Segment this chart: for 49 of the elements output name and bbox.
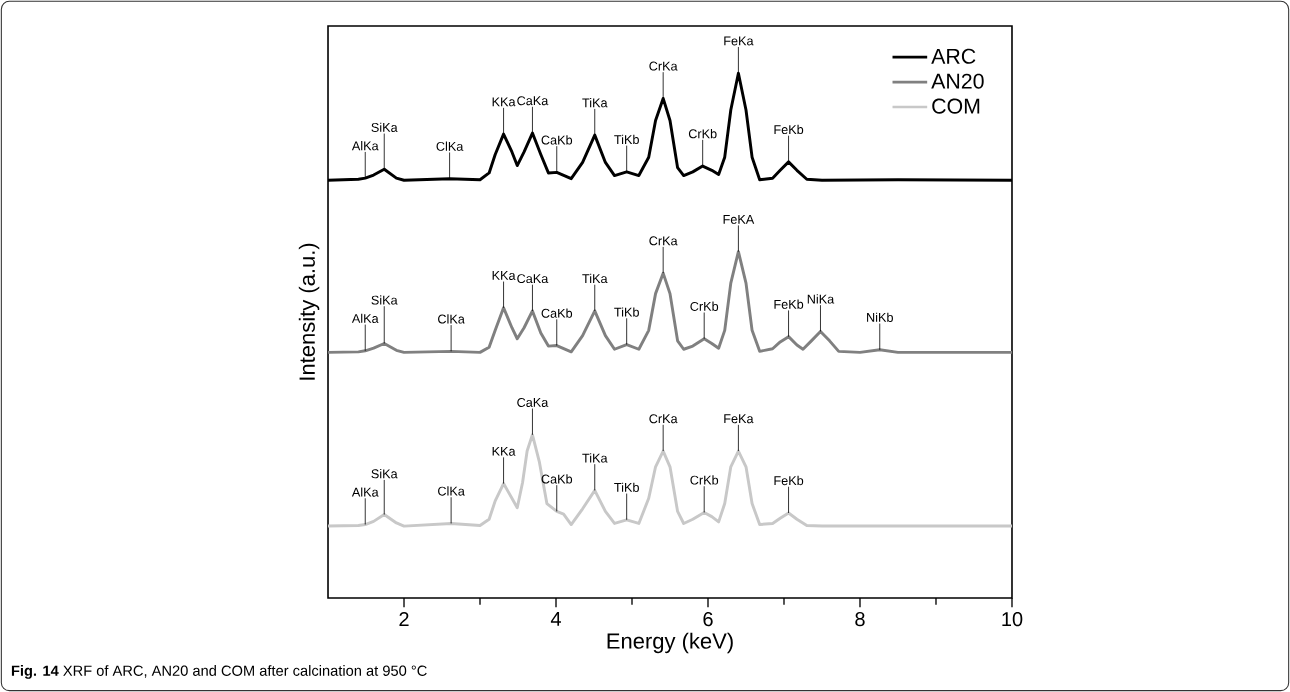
annotation: CrKa (649, 236, 678, 246)
annotation: TiKb (614, 134, 639, 145)
text: Fig. 14 XRF of ARC, AN20 and COM after calcination at 950 °C (11, 665, 427, 679)
legend-label: AN20 (931, 73, 984, 89)
legend-label: ARC (931, 48, 976, 64)
annotation: CrKb (688, 128, 717, 139)
annotation: ClKa (438, 314, 465, 324)
annotation: SiKa (371, 469, 398, 479)
annotation: NiKa (807, 294, 835, 304)
annotation: FeKA (723, 214, 755, 224)
annotation: ClKa (436, 141, 464, 151)
annotation: CaKb (541, 135, 573, 145)
annotation: CrKb (690, 301, 719, 311)
x-tick-label: 6 (703, 612, 713, 627)
annotation: TiKb (614, 307, 639, 317)
annotation: FeKb (774, 299, 804, 309)
annotation: CaKa (517, 96, 549, 106)
x-tick-label: 2 (399, 612, 409, 626)
annotation: FeKb (774, 124, 804, 135)
annotation: SiKa (371, 295, 398, 305)
annotation: CaKa (517, 397, 549, 407)
x-tick-label: 10 (1002, 612, 1023, 627)
annotation: CaKb (541, 474, 573, 484)
annotation: TiKa (582, 453, 608, 463)
annotation: FeKa (724, 414, 754, 424)
annotation: ClKa (438, 486, 465, 496)
annotation: KKa (492, 97, 516, 107)
annotation: SiKa (371, 122, 398, 132)
annotation: FeKa (724, 36, 754, 46)
annotation: TiKb (614, 482, 639, 492)
x-tick-label: 4 (550, 612, 561, 626)
annotation: CaKb (541, 308, 573, 318)
annotation: CaKa (517, 274, 549, 284)
annotation: CrKa (649, 61, 678, 71)
annotation: TiKa (582, 273, 608, 284)
annotation: CrKa (649, 414, 678, 424)
annotation: AlKa (351, 487, 379, 497)
annotation: TiKa (582, 98, 608, 108)
annotation: AlKa (351, 141, 379, 151)
y-axis-title: Intensity (a.u.) (298, 243, 320, 380)
annotation: KKa (492, 446, 516, 456)
x-tick-label: 8 (855, 612, 865, 627)
annotation: FeKb (774, 475, 804, 486)
annotation: AlKa (351, 313, 379, 323)
legend-label: COM (932, 98, 980, 114)
annotation: CrKb (690, 475, 719, 485)
x-axis-title: Energy (keV) (607, 632, 733, 654)
annotation: KKa (492, 271, 516, 280)
annotation: NiKb (867, 312, 893, 322)
